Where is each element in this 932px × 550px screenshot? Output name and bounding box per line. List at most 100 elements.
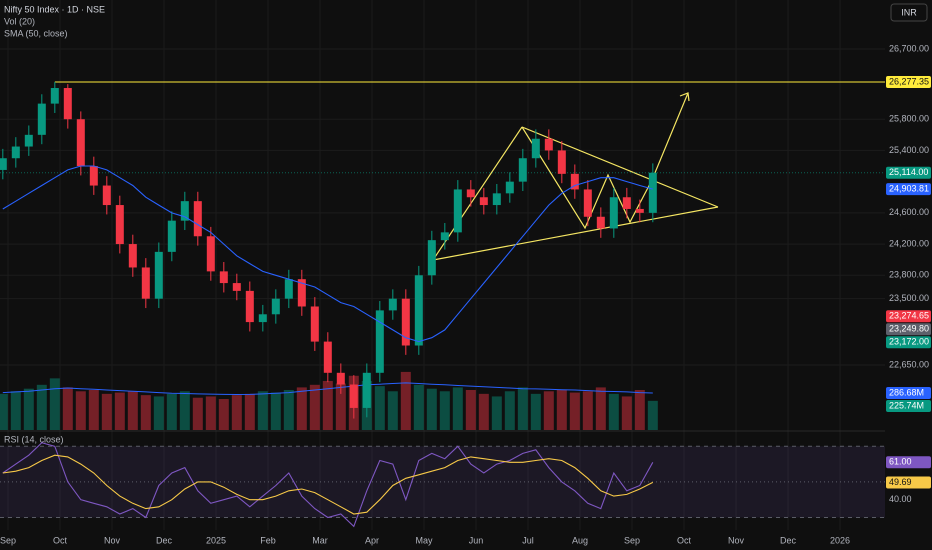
- x-tick-label: Feb: [260, 535, 276, 545]
- volume-bar: [179, 391, 190, 430]
- candle-body: [479, 197, 488, 206]
- candle-body: [375, 310, 384, 373]
- x-tick-label: Dec: [156, 535, 173, 545]
- rsi-line: [2, 442, 654, 528]
- candle-body: [102, 185, 111, 206]
- candle-body: [505, 181, 514, 194]
- volume-bar: [88, 389, 99, 430]
- volume-bar: [296, 387, 307, 430]
- volume-bar: [192, 397, 203, 430]
- x-tick-label: Sep: [0, 535, 16, 545]
- trend-line: [432, 206, 719, 261]
- volume-bar: [517, 387, 528, 430]
- candle-body: [557, 150, 566, 174]
- candle-body: [11, 146, 20, 159]
- volume-bar: [231, 395, 242, 430]
- volume-bar: [569, 392, 580, 430]
- price-label: 24,903.81: [889, 184, 929, 194]
- arrow-head: [679, 92, 690, 102]
- candle-body: [349, 384, 358, 408]
- price-label: 23,172.00: [889, 337, 929, 347]
- sma-line: [2, 165, 653, 343]
- candle-body: [50, 88, 59, 104]
- volume-ma: [2, 382, 653, 396]
- volume-bar: [530, 393, 541, 430]
- price-label: 49.69: [889, 477, 912, 487]
- volume-bar: [270, 392, 281, 430]
- volume-bar: [244, 393, 255, 430]
- x-tick-label: Apr: [365, 535, 379, 545]
- volume-bar: [595, 387, 606, 430]
- y-tick-label: 23,800.00: [889, 270, 929, 280]
- indicator-name: SMA (50, close): [4, 28, 68, 38]
- y-tick-label: 22,650.00: [889, 359, 929, 369]
- volume-bar: [75, 391, 86, 430]
- volume-bar: [439, 391, 450, 430]
- candle-body: [648, 172, 657, 213]
- candle-body: [89, 166, 98, 186]
- volume-bar: [335, 383, 346, 430]
- volume-bar: [114, 392, 125, 430]
- volume-bar: [621, 396, 632, 430]
- candle-body: [336, 372, 345, 385]
- price-label-box: [886, 323, 931, 336]
- candle-body: [37, 103, 46, 135]
- candle-body: [141, 267, 150, 299]
- candle-body: [24, 134, 33, 147]
- volume-bar: [49, 378, 60, 430]
- volume-bar: [309, 384, 320, 430]
- candle-body: [167, 220, 176, 252]
- candle-body: [453, 189, 462, 233]
- candle-body: [271, 298, 280, 315]
- candle-body: [180, 201, 189, 221]
- candle-body: [596, 216, 605, 229]
- x-tick-label: 2026: [830, 535, 850, 545]
- currency-button[interactable]: [890, 3, 928, 22]
- x-tick-label: May: [416, 535, 434, 545]
- volume-bar: [218, 399, 229, 430]
- x-tick-label: Jun: [469, 535, 484, 545]
- candle-body: [492, 193, 501, 206]
- x-tick-label: Aug: [572, 535, 588, 545]
- volume-bar: [374, 386, 385, 430]
- price-label-box: [886, 476, 931, 489]
- candle-body: [128, 244, 137, 268]
- candle-body: [0, 158, 7, 170]
- price-label-box: [886, 336, 931, 349]
- candle-body: [466, 189, 475, 198]
- price-label: 286.68M: [889, 387, 924, 397]
- y-tick-label: 40.00: [889, 494, 912, 504]
- currency-label[interactable]: INR: [901, 7, 917, 17]
- candle-body: [219, 271, 228, 284]
- y-tick-label: 24,200.00: [889, 238, 929, 248]
- volume-bar: [10, 391, 21, 430]
- candle-body: [323, 341, 332, 373]
- x-tick-label: Nov: [104, 535, 121, 545]
- x-tick-label: Oct: [53, 535, 68, 545]
- volume-bar: [452, 387, 463, 430]
- volume-bar: [543, 391, 554, 430]
- volume-bar: [153, 396, 164, 430]
- candle-body: [206, 236, 215, 272]
- candle-body: [245, 290, 254, 323]
- indicator-name: RSI (14, close): [4, 434, 64, 444]
- candle-body: [232, 283, 241, 291]
- candle-body: [193, 201, 202, 237]
- candle-body: [284, 279, 293, 299]
- price-label-box: [886, 456, 931, 469]
- candle-body: [583, 189, 592, 217]
- candle-body: [518, 158, 527, 182]
- volume-bar: [504, 391, 515, 430]
- volume-bar: [23, 388, 34, 430]
- volume-bar: [491, 396, 502, 430]
- x-tick-label: Jul: [522, 535, 534, 545]
- volume-bar: [257, 391, 268, 430]
- price-label-box: [886, 75, 931, 88]
- price-label-box: [886, 386, 931, 399]
- y-tick-label: 25,800.00: [889, 114, 929, 124]
- price-label: 23,249.80: [889, 324, 929, 334]
- volume-bar: [608, 393, 619, 430]
- chart-title: Nifty 50 Index · 1D · NSE: [4, 4, 105, 14]
